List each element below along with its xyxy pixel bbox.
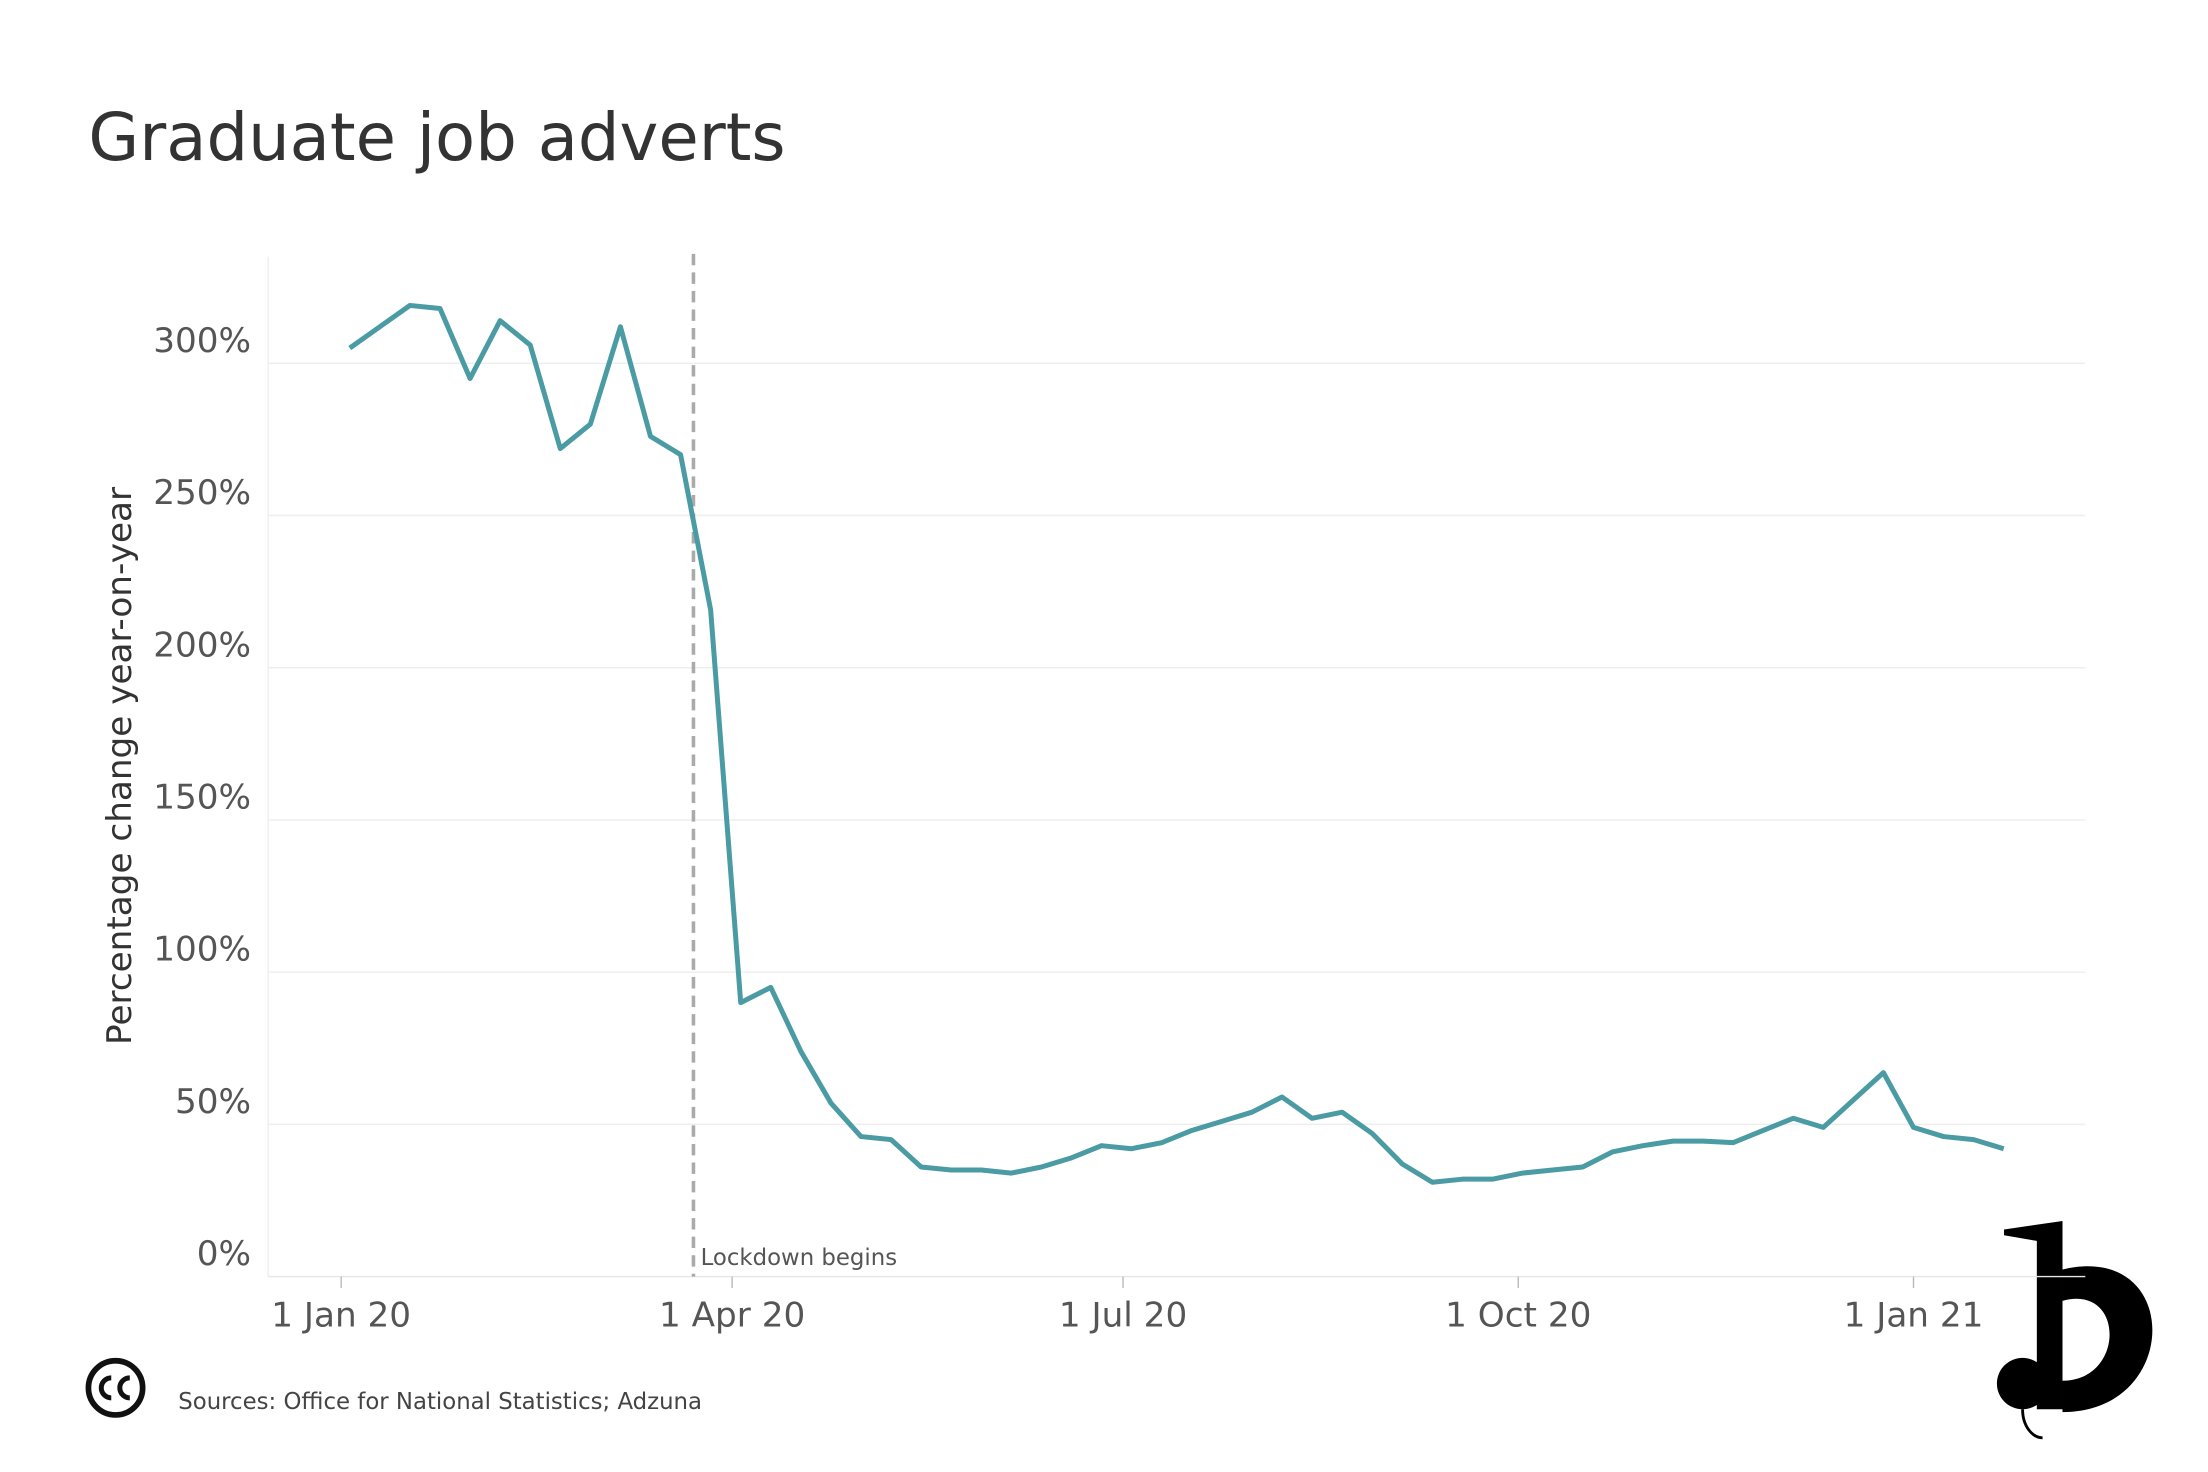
x-tick-label: 1 Apr 20 — [659, 1296, 805, 1336]
x-tick-label: 1 Jul 20 — [1059, 1296, 1187, 1336]
x-tick-label: 1 Oct 20 — [1445, 1296, 1591, 1336]
logo — [1996, 1220, 2153, 1440]
y-axis-label: Percentage change year-on-year — [100, 486, 140, 1045]
line-series — [348, 302, 2005, 1185]
y-tick-label: 200% — [153, 625, 251, 665]
y-tick-label: 100% — [153, 930, 251, 970]
x-tick-label: 1 Jan 20 — [271, 1296, 411, 1336]
y-tick-label: 50% — [175, 1082, 251, 1122]
source: Sources: Office for National Statistics;… — [178, 1389, 702, 1415]
y-tick-label: 250% — [153, 473, 251, 513]
y-tick-label: 150% — [153, 778, 251, 818]
annotation-label: Lockdown begins — [701, 1245, 898, 1271]
x-tick-label: 1 Jan 21 — [1844, 1296, 1984, 1336]
y-tick-label: 300% — [153, 321, 251, 361]
cc-icon — [85, 1357, 146, 1418]
y-tick-label: 0% — [197, 1234, 251, 1274]
chart-title: Graduate job adverts — [88, 100, 785, 176]
